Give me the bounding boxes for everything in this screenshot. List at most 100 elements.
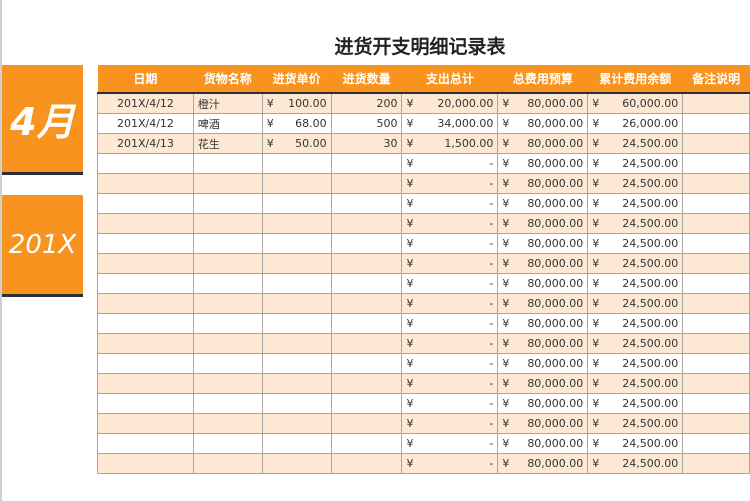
qty-cell[interactable] bbox=[330, 293, 403, 314]
date-cell[interactable] bbox=[97, 233, 194, 254]
balance-cell[interactable]: ¥24,500.00 bbox=[587, 453, 684, 474]
note-cell[interactable] bbox=[682, 233, 750, 254]
qty-cell[interactable] bbox=[330, 353, 403, 374]
price-cell[interactable] bbox=[261, 213, 332, 234]
budget-cell[interactable]: ¥80,000.00 bbox=[497, 333, 589, 354]
balance-cell[interactable]: ¥24,500.00 bbox=[587, 333, 684, 354]
price-cell[interactable]: ¥68.00 bbox=[261, 113, 332, 134]
qty-cell[interactable]: 200 bbox=[330, 92, 403, 114]
date-cell[interactable] bbox=[97, 393, 194, 414]
note-cell[interactable] bbox=[682, 193, 750, 214]
balance-cell[interactable]: ¥24,500.00 bbox=[587, 373, 684, 394]
date-cell[interactable] bbox=[97, 333, 194, 354]
balance-cell[interactable]: ¥24,500.00 bbox=[587, 353, 684, 374]
date-cell[interactable] bbox=[97, 373, 194, 394]
item-cell[interactable] bbox=[192, 253, 263, 274]
balance-cell[interactable]: ¥60,000.00 bbox=[587, 92, 684, 114]
total-cell[interactable]: ¥ - bbox=[401, 433, 499, 454]
qty-cell[interactable] bbox=[330, 413, 403, 434]
price-cell[interactable] bbox=[261, 173, 332, 194]
balance-cell[interactable]: ¥24,500.00 bbox=[587, 173, 684, 194]
item-cell[interactable]: 啤酒 bbox=[192, 113, 263, 134]
date-cell[interactable] bbox=[97, 413, 194, 434]
qty-cell[interactable] bbox=[330, 433, 403, 454]
col-header-qty[interactable]: 进货数量 bbox=[331, 65, 402, 94]
item-cell[interactable] bbox=[192, 233, 263, 254]
qty-cell[interactable] bbox=[330, 153, 403, 174]
balance-cell[interactable]: ¥24,500.00 bbox=[587, 213, 684, 234]
note-cell[interactable] bbox=[682, 113, 750, 134]
budget-cell[interactable]: ¥80,000.00 bbox=[497, 133, 589, 154]
budget-cell[interactable]: ¥80,000.00 bbox=[497, 153, 589, 174]
note-cell[interactable] bbox=[682, 92, 750, 114]
price-cell[interactable] bbox=[261, 293, 332, 314]
note-cell[interactable] bbox=[682, 433, 750, 454]
note-cell[interactable] bbox=[682, 413, 750, 434]
price-cell[interactable] bbox=[261, 253, 332, 274]
total-cell[interactable]: ¥ - bbox=[401, 373, 499, 394]
item-cell[interactable] bbox=[192, 353, 263, 374]
item-cell[interactable] bbox=[192, 453, 263, 474]
note-cell[interactable] bbox=[682, 333, 750, 354]
note-cell[interactable] bbox=[682, 253, 750, 274]
budget-cell[interactable]: ¥80,000.00 bbox=[497, 273, 589, 294]
col-header-balance[interactable]: 累计费用余额 bbox=[587, 65, 683, 94]
budget-cell[interactable]: ¥80,000.00 bbox=[497, 113, 589, 134]
date-cell[interactable]: 201X/4/13 bbox=[97, 133, 194, 154]
qty-cell[interactable] bbox=[330, 173, 403, 194]
budget-cell[interactable]: ¥80,000.00 bbox=[497, 173, 589, 194]
note-cell[interactable] bbox=[682, 293, 750, 314]
col-header-price[interactable]: 进货单价 bbox=[262, 65, 332, 94]
total-cell[interactable]: ¥1,500.00 bbox=[401, 133, 499, 154]
item-cell[interactable] bbox=[192, 213, 263, 234]
qty-cell[interactable] bbox=[330, 273, 403, 294]
balance-cell[interactable]: ¥24,500.00 bbox=[587, 233, 684, 254]
item-cell[interactable] bbox=[192, 153, 263, 174]
qty-cell[interactable] bbox=[330, 373, 403, 394]
date-cell[interactable]: 201X/4/12 bbox=[97, 92, 194, 114]
balance-cell[interactable]: ¥24,500.00 bbox=[587, 413, 684, 434]
price-cell[interactable] bbox=[261, 193, 332, 214]
price-cell[interactable] bbox=[261, 153, 332, 174]
balance-cell[interactable]: ¥24,500.00 bbox=[587, 433, 684, 454]
price-cell[interactable] bbox=[261, 233, 332, 254]
qty-cell[interactable] bbox=[330, 393, 403, 414]
qty-cell[interactable] bbox=[330, 253, 403, 274]
balance-cell[interactable]: ¥24,500.00 bbox=[587, 313, 684, 334]
item-cell[interactable] bbox=[192, 433, 263, 454]
total-cell[interactable]: ¥ - bbox=[401, 153, 499, 174]
balance-cell[interactable]: ¥24,500.00 bbox=[587, 393, 684, 414]
balance-cell[interactable]: ¥24,500.00 bbox=[587, 293, 684, 314]
item-cell[interactable] bbox=[192, 313, 263, 334]
note-cell[interactable] bbox=[682, 353, 750, 374]
budget-cell[interactable]: ¥80,000.00 bbox=[497, 413, 589, 434]
budget-cell[interactable]: ¥80,000.00 bbox=[497, 313, 589, 334]
qty-cell[interactable]: 30 bbox=[330, 133, 403, 154]
qty-cell[interactable] bbox=[330, 193, 403, 214]
balance-cell[interactable]: ¥24,500.00 bbox=[587, 153, 684, 174]
budget-cell[interactable]: ¥80,000.00 bbox=[497, 433, 589, 454]
qty-cell[interactable] bbox=[330, 313, 403, 334]
note-cell[interactable] bbox=[682, 273, 750, 294]
total-cell[interactable]: ¥ - bbox=[401, 353, 499, 374]
date-cell[interactable] bbox=[97, 213, 194, 234]
balance-cell[interactable]: ¥26,000.00 bbox=[587, 113, 684, 134]
date-cell[interactable] bbox=[97, 253, 194, 274]
qty-cell[interactable]: 500 bbox=[330, 113, 403, 134]
balance-cell[interactable]: ¥24,500.00 bbox=[587, 253, 684, 274]
note-cell[interactable] bbox=[682, 213, 750, 234]
item-cell[interactable] bbox=[192, 173, 263, 194]
item-cell[interactable]: 橙汁 bbox=[192, 92, 263, 114]
price-cell[interactable] bbox=[261, 373, 332, 394]
qty-cell[interactable] bbox=[330, 233, 403, 254]
note-cell[interactable] bbox=[682, 173, 750, 194]
note-cell[interactable] bbox=[682, 393, 750, 414]
budget-cell[interactable]: ¥80,000.00 bbox=[497, 373, 589, 394]
total-cell[interactable]: ¥ - bbox=[401, 213, 499, 234]
date-cell[interactable] bbox=[97, 293, 194, 314]
price-cell[interactable] bbox=[261, 353, 332, 374]
date-cell[interactable] bbox=[97, 153, 194, 174]
date-cell[interactable] bbox=[97, 173, 194, 194]
date-cell[interactable] bbox=[97, 433, 194, 454]
note-cell[interactable] bbox=[682, 453, 750, 474]
